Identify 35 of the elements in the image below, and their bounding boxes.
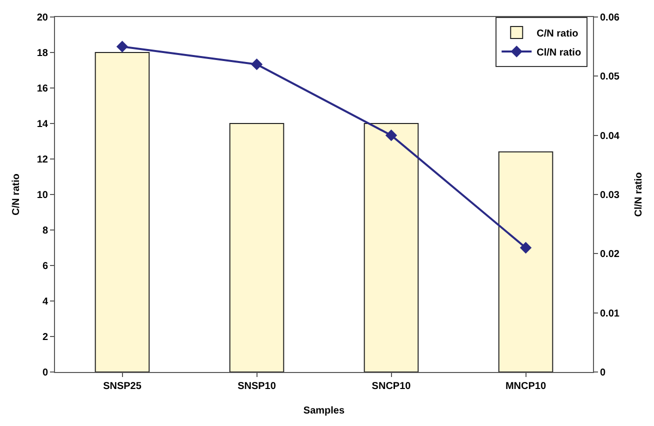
x-axis-title: Samples bbox=[303, 406, 345, 416]
bar bbox=[229, 123, 284, 372]
x-tick-label: SNSP10 bbox=[238, 381, 276, 392]
y-tick-label: 4 bbox=[42, 296, 48, 308]
bar bbox=[364, 123, 419, 372]
y-tick-label: 8 bbox=[42, 226, 48, 236]
x-tick-label: MNCP10 bbox=[505, 381, 546, 392]
y-tick-label: 14 bbox=[36, 119, 48, 130]
legend-label: Cl/N ratio bbox=[536, 47, 582, 58]
y2-tick-label: 0.02 bbox=[600, 249, 620, 260]
y2-tick-label: 0.05 bbox=[600, 72, 620, 83]
bar bbox=[498, 151, 554, 372]
y2-tick-label: 0.03 bbox=[600, 190, 620, 201]
y-tick-label: 6 bbox=[42, 261, 48, 272]
legend-label: C/N ratio bbox=[536, 28, 578, 40]
y-tick-label: 16 bbox=[36, 84, 48, 94]
y2-axis-title: Cl/N ratio bbox=[633, 172, 644, 217]
y2-tick-label: 0.01 bbox=[600, 308, 620, 320]
x-tick-label: SNCP10 bbox=[372, 381, 412, 392]
point bbox=[250, 58, 263, 70]
y-tick-label: 0 bbox=[42, 368, 48, 378]
y-tick-label: 10 bbox=[36, 190, 48, 201]
y2-tick-label: 0 bbox=[600, 368, 606, 378]
y2-tick-label: 0.04 bbox=[600, 130, 620, 142]
y-axis-title: C/N ratio bbox=[10, 174, 22, 216]
y-tick-label: 2 bbox=[42, 332, 48, 343]
point bbox=[520, 242, 532, 254]
point bbox=[116, 40, 128, 52]
y-tick-label: 12 bbox=[36, 154, 48, 166]
point bbox=[385, 129, 398, 142]
x-tick-label: SNSP25 bbox=[103, 381, 142, 392]
y-tick-label: 18 bbox=[36, 48, 48, 59]
y-tick-label: 20 bbox=[36, 12, 48, 24]
bar bbox=[94, 52, 150, 372]
y2-tick-label: 0.06 bbox=[600, 12, 620, 24]
